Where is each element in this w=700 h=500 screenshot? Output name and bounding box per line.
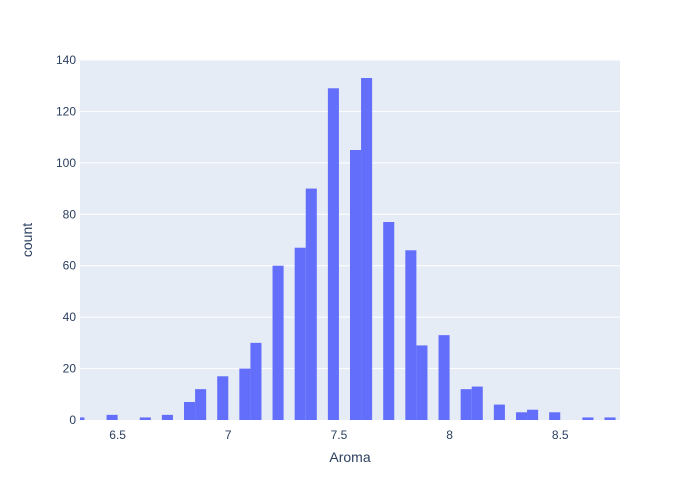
histogram-bar[interactable]	[527, 409, 539, 420]
histogram-bars	[80, 78, 616, 421]
histogram-bar[interactable]	[272, 265, 284, 420]
y-tick-label: 20	[63, 362, 77, 376]
histogram-bar[interactable]	[195, 389, 207, 420]
histogram-bar[interactable]	[582, 417, 594, 420]
histogram-bar[interactable]	[416, 345, 428, 420]
histogram-bar[interactable]	[471, 386, 483, 420]
histogram-bar[interactable]	[305, 188, 317, 420]
histogram-bar[interactable]	[350, 150, 362, 420]
histogram-bar[interactable]	[239, 368, 251, 420]
y-tick-label: 0	[69, 413, 76, 427]
x-tick-label: 8	[446, 428, 453, 442]
histogram-bar[interactable]	[383, 222, 395, 420]
histogram-bar[interactable]	[80, 417, 85, 420]
y-axis-ticks: 0 20 40 60 80 100 120 140	[56, 53, 76, 427]
histogram-bar[interactable]	[361, 78, 373, 420]
x-tick-label: 7.5	[331, 428, 348, 442]
y-tick-label: 40	[63, 310, 77, 324]
histogram-bar[interactable]	[460, 389, 472, 420]
histogram-bar[interactable]	[327, 88, 339, 421]
y-tick-label: 140	[56, 53, 76, 67]
y-tick-label: 100	[56, 156, 76, 170]
histogram-bar[interactable]	[139, 417, 151, 420]
x-axis-title: Aroma	[329, 449, 370, 465]
histogram-bar[interactable]	[493, 404, 505, 420]
x-tick-label: 6.5	[109, 428, 126, 442]
histogram-bar[interactable]	[250, 342, 262, 420]
histogram-bar[interactable]	[604, 417, 616, 420]
histogram-bar[interactable]	[106, 414, 118, 420]
histogram-bar[interactable]	[549, 412, 561, 420]
histogram-bar[interactable]	[294, 247, 306, 420]
x-tick-label: 7	[225, 428, 232, 442]
histogram-bar[interactable]	[217, 376, 229, 420]
histogram-bar[interactable]	[184, 402, 196, 420]
histogram-bar[interactable]	[405, 250, 417, 420]
y-tick-label: 120	[56, 104, 76, 118]
x-axis-ticks: 6.5 7 7.5 8 8.5	[109, 428, 569, 442]
x-tick-label: 8.5	[552, 428, 569, 442]
histogram-bar[interactable]	[438, 335, 450, 420]
histogram-bar[interactable]	[515, 412, 528, 420]
y-tick-label: 60	[63, 259, 77, 273]
histogram-bar[interactable]	[161, 414, 173, 420]
y-tick-label: 80	[63, 207, 77, 221]
y-axis-title: count	[19, 223, 35, 257]
